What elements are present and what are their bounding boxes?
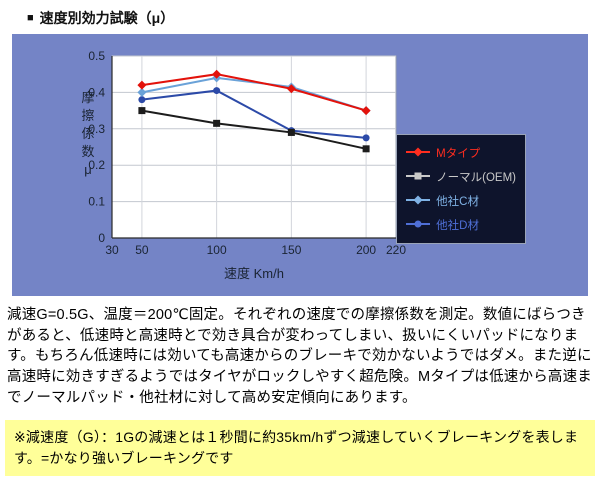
legend-item: Mタイプ [406, 141, 516, 165]
chart-panel: 0 0.1 0.2 0.3 0.4 0.5 30 50 100 150 200 220 摩擦係数 μ 速度 … [12, 34, 588, 296]
legend-label: 他社C材 [436, 196, 479, 208]
svg-text:0.3: 0.3 [88, 122, 105, 136]
section-title: 速度別効力試験（μ） [39, 10, 175, 26]
svg-text:150: 150 [281, 243, 301, 257]
svg-text:200: 200 [356, 243, 376, 257]
svg-text:数: 数 [81, 144, 94, 159]
legend-item: 他社C材 [406, 189, 516, 213]
legend-swatch [406, 194, 431, 209]
svg-text:0.1: 0.1 [88, 195, 105, 209]
chart-legend: Mタイプノーマル(OEM) 他社C材他社D材 [396, 134, 526, 244]
legend-label: Mタイプ [436, 148, 481, 160]
svg-text:係: 係 [81, 126, 94, 141]
legend-item: 他社D材 [406, 213, 516, 237]
svg-text:摩: 摩 [81, 90, 94, 105]
svg-text:0.5: 0.5 [88, 49, 105, 63]
deceleration-note: ※減速度（G）：1Gの減速とは１秒間に約35km/hずつ減速していくブレーキング… [5, 419, 595, 476]
page: ■ 速度別効力試験（μ） 0 0.1 0.2 0.3 0.4 0.5 30 50 100 150 2… [0, 0, 600, 476]
svg-text:擦: 擦 [81, 108, 94, 123]
svg-text:0: 0 [98, 231, 105, 245]
square-bullet-icon: ■ [27, 11, 34, 24]
legend-label: ノーマル(OEM) [436, 172, 516, 184]
legend-item: ノーマル(OEM) [406, 165, 516, 189]
section-header: ■ 速度別効力試験（μ） [0, 0, 600, 34]
svg-text:0.4: 0.4 [88, 85, 105, 99]
svg-text:220: 220 [386, 243, 406, 257]
svg-text:速度 Km/h: 速度 Km/h [224, 266, 284, 281]
svg-text:μ: μ [84, 162, 92, 177]
svg-text:30: 30 [105, 243, 119, 257]
legend-swatch [406, 218, 431, 233]
svg-text:0.2: 0.2 [88, 158, 105, 172]
description-text: 減速G=0.5G、温度＝200℃固定。それぞれの速度での摩擦係数を測定。数値にば… [7, 307, 592, 406]
legend-swatch [406, 170, 431, 185]
svg-text:100: 100 [207, 243, 227, 257]
svg-text:50: 50 [135, 243, 149, 257]
legend-label: 他社D材 [436, 220, 479, 232]
legend-swatch [406, 146, 431, 161]
